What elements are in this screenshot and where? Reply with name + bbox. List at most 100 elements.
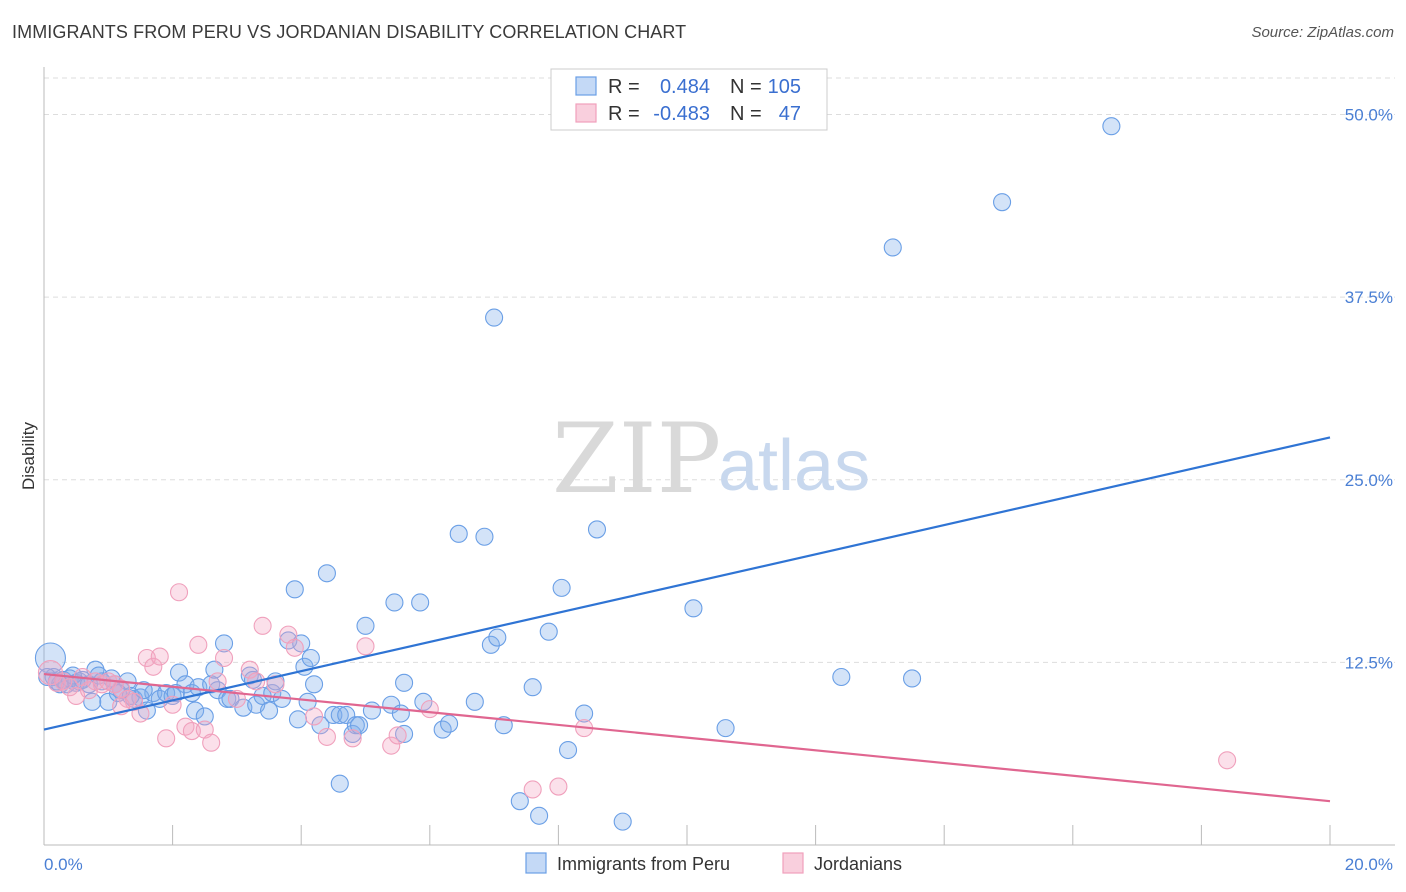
peru-point-93 <box>716 719 735 738</box>
bottom-legend-swatch-blue <box>525 852 547 874</box>
peru-point-27 <box>169 663 189 682</box>
source-label: Source: ZipAtlas.com <box>1251 24 1394 41</box>
peru-point-98 <box>1102 117 1121 136</box>
peru-point-77 <box>465 692 484 711</box>
peru-point-34 <box>205 660 224 679</box>
peru-point-88 <box>558 740 578 760</box>
jordanian-point-39 <box>382 736 401 755</box>
watermark-zip: ZIP <box>552 403 721 515</box>
jordanian-point-29 <box>240 660 259 679</box>
jordanian-point-37 <box>343 729 362 748</box>
peru-point-91 <box>613 812 632 831</box>
peru-point-71 <box>395 724 414 744</box>
peru-point-55 <box>305 675 324 694</box>
peru-trend-line <box>43 436 1331 731</box>
peru-point-92 <box>684 599 703 618</box>
bottom-legend-label-blue: Immigrants from Peru <box>557 854 730 874</box>
jordanian-point-26 <box>208 672 227 691</box>
axes <box>43 67 1395 846</box>
jordanian-point-34 <box>285 638 304 657</box>
peru-point-73 <box>414 692 433 711</box>
peru-point-65 <box>356 616 375 635</box>
jordanian-point-23 <box>189 635 208 654</box>
peru-point-69 <box>391 704 410 723</box>
peru-point-70 <box>395 673 414 692</box>
peru-point-89 <box>575 704 594 723</box>
chart-title: IMMIGRANTS FROM PERU VS JORDANIAN DISABI… <box>12 22 687 42</box>
legend-r-value-pink: -0.483 <box>653 103 710 125</box>
peru-point-58 <box>324 705 343 725</box>
peru-point-30 <box>186 701 205 720</box>
bottom-legend-swatch-pink <box>782 852 804 874</box>
jordanian-point-33 <box>279 625 298 644</box>
bottom-legend: Immigrants from Peru Jordanians <box>525 852 902 874</box>
trend-lines <box>43 436 1331 803</box>
jordanian-point-38 <box>356 637 375 656</box>
y-tick-label-2: 37.5% <box>1345 288 1393 307</box>
peru-point-95 <box>883 238 902 257</box>
peru-point-85 <box>530 806 549 825</box>
peru-point-49 <box>285 580 304 599</box>
peru-point-0 <box>34 642 66 674</box>
peru-point-90 <box>587 520 607 539</box>
legend-n-label-blue: N = <box>730 76 762 98</box>
legend-n-value-blue: 105 <box>768 76 801 98</box>
peru-point-59 <box>330 705 349 725</box>
series-immigrants-from-peru <box>34 117 1121 831</box>
peru-point-68 <box>385 593 404 612</box>
peru-point-38 <box>221 689 240 708</box>
peru-point-103 <box>134 681 153 700</box>
peru-point-104 <box>166 684 185 703</box>
legend-n-value-pink: 47 <box>779 103 801 125</box>
peru-point-80 <box>488 628 507 647</box>
legend-r-value-blue: 0.484 <box>660 76 710 98</box>
peru-point-84 <box>523 678 542 697</box>
peru-point-57 <box>317 564 336 583</box>
jordanian-point-36 <box>317 727 336 746</box>
jordanian-point-35 <box>305 707 324 726</box>
jordanian-point-27 <box>214 648 234 668</box>
watermark-atlas: atlas <box>718 426 870 506</box>
peru-point-72 <box>411 593 430 612</box>
legend-swatch-blue <box>575 76 597 96</box>
jordanian-point-42 <box>523 780 542 799</box>
x-tick-label-0: 0.0% <box>44 855 83 874</box>
peru-point-75 <box>440 714 459 733</box>
x-tick-labels: 0.0% 20.0% <box>44 855 1393 874</box>
peru-point-50 <box>288 710 308 729</box>
peru-point-96 <box>902 669 922 688</box>
peru-point-79 <box>481 635 500 654</box>
jordanian-point-43 <box>549 777 568 796</box>
legend-box: R = 0.484 N = 105 R = -0.483 N = 47 <box>550 68 828 131</box>
y-tick-label-3: 50.0% <box>1345 106 1393 125</box>
legend-swatch-pink <box>575 103 597 123</box>
legend-r-label-blue: R = <box>608 76 640 98</box>
peru-point-76 <box>449 524 468 543</box>
peru-point-66 <box>362 701 381 720</box>
jordanian-point-17 <box>150 647 169 666</box>
jordanian-point-41 <box>420 700 439 719</box>
peru-point-86 <box>539 622 558 641</box>
jordanian-point-46 <box>1218 751 1237 770</box>
jordanian-point-20 <box>169 583 189 602</box>
y-tick-label-1: 25.0% <box>1345 471 1393 490</box>
watermark: ZIP atlas <box>552 403 870 515</box>
jordanian-point-40 <box>388 726 407 745</box>
jordanian-point-22 <box>182 721 201 741</box>
peru-point-64 <box>350 716 369 735</box>
jordanian-point-25 <box>202 733 221 752</box>
jordanian-point-18 <box>157 729 176 748</box>
jordanian-point-24 <box>195 720 214 739</box>
peru-point-83 <box>510 792 529 811</box>
x-tick-label-1: 20.0% <box>1345 855 1393 874</box>
bottom-legend-label-pink: Jordanians <box>814 854 902 874</box>
jordanian-point-16 <box>144 657 163 676</box>
peru-point-81 <box>485 308 504 327</box>
y-tick-labels: 12.5% 25.0% 37.5% 50.0% <box>1345 106 1393 673</box>
y-axis-label: Disability <box>19 421 38 490</box>
legend-n-label-pink: N = <box>730 103 762 125</box>
grid-lines <box>44 77 1395 663</box>
jordanian-point-31 <box>253 616 272 635</box>
peru-point-87 <box>552 578 571 597</box>
